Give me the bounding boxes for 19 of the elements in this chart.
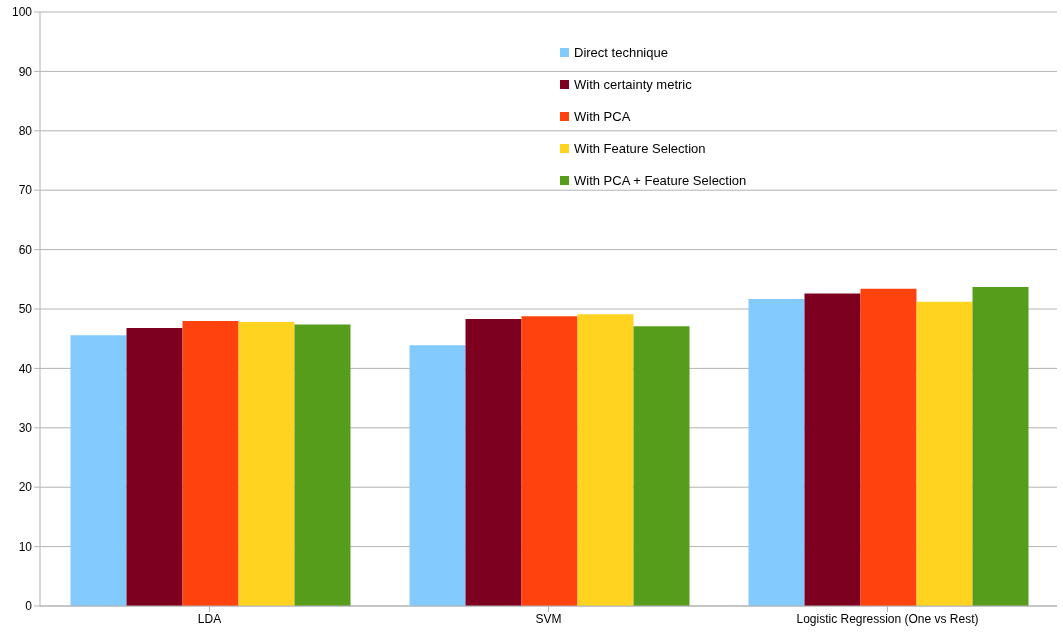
x-tick-label: SVM bbox=[535, 611, 562, 626]
y-tick-label: 60 bbox=[18, 242, 33, 257]
legend-label: With PCA bbox=[574, 109, 631, 124]
legend-label: With Feature Selection bbox=[574, 141, 706, 156]
y-tick-label: 80 bbox=[18, 124, 33, 139]
y-tick-label: 0 bbox=[25, 599, 33, 614]
y-tick-label: 40 bbox=[18, 361, 33, 376]
legend-label: Direct technique bbox=[574, 45, 668, 60]
x-tick-label: Logistic Regression (One vs Rest) bbox=[796, 611, 979, 626]
x-tick-label: LDA bbox=[197, 611, 222, 626]
y-tick-label: 20 bbox=[18, 480, 33, 495]
y-tick-label: 100 bbox=[11, 5, 33, 20]
y-tick-label: 70 bbox=[18, 183, 33, 198]
y-tick-label: 50 bbox=[18, 302, 33, 317]
legend-label: With certainty metric bbox=[574, 77, 692, 92]
y-tick-label: 90 bbox=[18, 64, 33, 79]
y-tick-label: 30 bbox=[18, 421, 33, 436]
legend-label: With PCA + Feature Selection bbox=[574, 173, 747, 188]
y-tick-label: 10 bbox=[18, 539, 33, 554]
